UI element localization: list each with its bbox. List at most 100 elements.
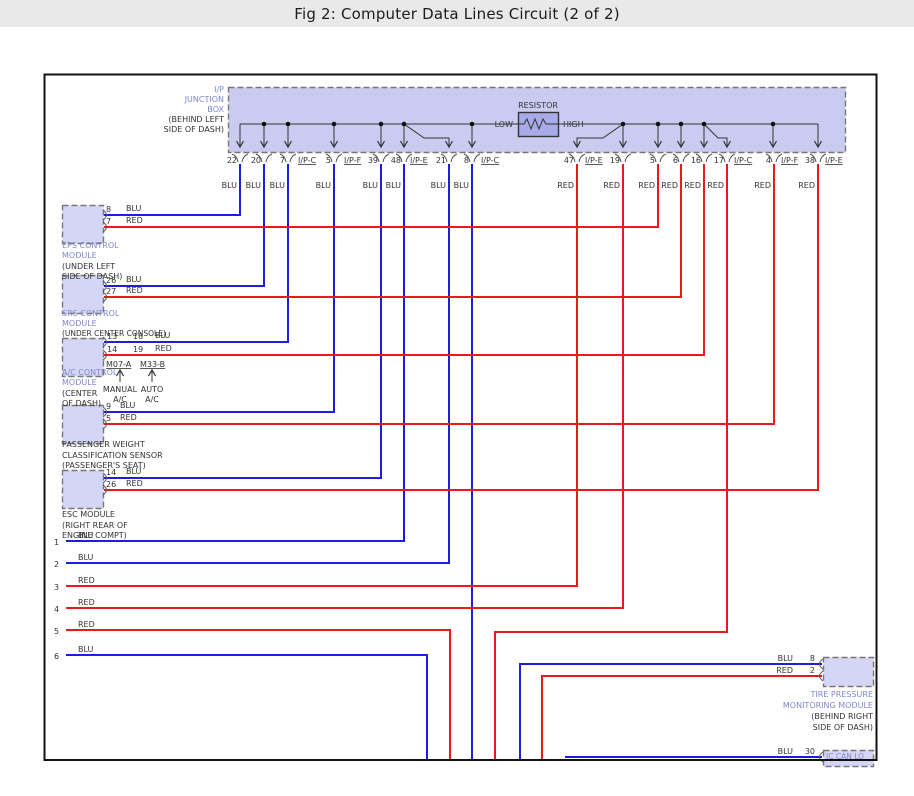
diagram-label: RED <box>754 181 771 190</box>
red-wire <box>494 164 728 760</box>
diagram-label: I/P-E <box>825 156 843 165</box>
red-wire <box>104 164 775 425</box>
arrow-down-icon <box>813 140 823 149</box>
diagram-label: 13 <box>107 332 117 341</box>
diagram-label: I/P-E <box>410 156 428 165</box>
module-pin-arc-icon <box>102 336 107 348</box>
diagram-label: BLU <box>386 181 402 190</box>
diagram-label: 30 <box>805 747 815 756</box>
diagram-label: 22 <box>227 156 237 165</box>
diagram-label: 9 <box>106 402 111 411</box>
diagram-label: JUNCTION <box>184 95 224 104</box>
pin-bracket-icon <box>231 153 239 163</box>
arrow-down-icon <box>444 140 454 149</box>
arrow-up-icon <box>147 368 157 377</box>
diagram-label: 6 <box>54 652 59 661</box>
diagram-label: RED <box>126 286 143 295</box>
pin-bracket-icon <box>775 153 783 163</box>
diagram-label: TIRE PRESSURE <box>810 690 873 699</box>
diagram-label: 18 <box>133 332 143 341</box>
diagram-label: 4 <box>766 156 771 165</box>
red-wire <box>66 629 451 760</box>
diagram-label: 48 <box>391 156 401 165</box>
diagram-label: MODULE <box>62 251 97 260</box>
pin-bracket-icon <box>405 153 413 163</box>
diagram-label: BLU <box>78 531 94 540</box>
arrow-down-icon <box>653 140 663 149</box>
diagram-label: (BEHIND LEFT <box>168 115 224 124</box>
diagram-label: BLU <box>316 181 332 190</box>
diagram-label: SIDE OF DASH) <box>62 272 122 281</box>
diagram-label: 19 <box>610 156 620 165</box>
diagram-label: 17 <box>714 156 724 165</box>
diagram-label: BLU <box>246 181 262 190</box>
blue-wire <box>104 164 335 413</box>
pin-bracket-icon <box>718 153 726 163</box>
pin-bracket-icon <box>649 153 657 163</box>
esc-module-box <box>61 469 105 510</box>
diagram-label: RED <box>798 181 815 190</box>
srs-module-box <box>61 274 105 315</box>
pin-bracket-icon <box>241 153 249 163</box>
junction-dot <box>285 121 291 127</box>
diagram-label: 5 <box>54 627 59 636</box>
junction-dot <box>620 121 626 127</box>
diagram-label: MANUAL <box>103 385 138 394</box>
diagram-label: RED <box>776 666 793 675</box>
diagram-label: A/C CONTROL <box>62 368 118 377</box>
diagram-label: I/P-C <box>734 156 753 165</box>
arrow-down-icon <box>399 140 409 149</box>
junction-dot <box>678 121 684 127</box>
diagram-label: BLU <box>363 181 379 190</box>
diagram-label: 21 <box>436 156 446 165</box>
figure-title-bar: Fig 2: Computer Data Lines Circuit (2 of… <box>0 0 914 27</box>
pin-bracket-icon <box>568 153 576 163</box>
diagram-label: (PASSENGER'S SEAT) <box>62 461 146 470</box>
pin-bracket-icon <box>372 153 380 163</box>
diagram-label: RED <box>603 181 620 190</box>
red-wire <box>104 164 819 491</box>
diagram-label: 8 <box>810 654 815 663</box>
diagram-label: 26 <box>106 480 116 489</box>
blue-wire <box>104 164 382 479</box>
diagram-label: BLU <box>155 331 171 340</box>
pin-bracket-icon <box>705 153 713 163</box>
diagram-label: MONITORING MODULE <box>783 701 873 710</box>
diagram-label: M33-B <box>140 360 165 369</box>
pin-bracket-icon <box>289 153 297 163</box>
diagram-label: M07-A <box>106 360 132 369</box>
diagram-label: RED <box>557 181 574 190</box>
pin-bracket-icon <box>395 153 403 163</box>
module-pin-arc-icon <box>819 658 824 670</box>
diagram-label: 19 <box>133 345 143 354</box>
diagram-label: RED <box>78 620 95 629</box>
diagram-label: RED <box>638 181 655 190</box>
diagram-label: RED <box>684 181 701 190</box>
pin-bracket-icon <box>682 153 690 163</box>
diagram-label: BLU <box>120 401 136 410</box>
diagram-label: I/P-E <box>585 156 603 165</box>
blue-wire <box>66 654 428 760</box>
diagram-label: 39 <box>368 156 378 165</box>
pin-bracket-icon <box>473 153 481 163</box>
diagram-label: PASSENGER WEIGHT <box>62 440 145 449</box>
diagram-label: (CENTER <box>62 389 98 398</box>
diagram-label: A/C <box>145 395 159 404</box>
diagram-label: I/P-F <box>344 156 362 165</box>
pin-bracket-icon <box>728 153 736 163</box>
diagram-label: 2 <box>810 666 815 675</box>
eps-module-box <box>61 204 105 245</box>
diagram-label: CLASSIFICATION SENSOR <box>62 451 163 460</box>
module-pin-arc-icon <box>102 484 107 496</box>
pin-bracket-icon <box>325 153 333 163</box>
pin-bracket-icon <box>279 153 287 163</box>
arrow-up-icon <box>115 368 125 377</box>
diagram-label: (UNDER CENTER CONSOLE) <box>62 329 166 338</box>
diagram-label: 7 <box>280 156 285 165</box>
bus-wire <box>576 123 624 146</box>
pin-bracket-icon <box>335 153 343 163</box>
diagram-label: SRS CONTROL <box>62 309 120 318</box>
pin-bracket-icon <box>255 153 263 163</box>
pin-bracket-icon <box>819 153 827 163</box>
